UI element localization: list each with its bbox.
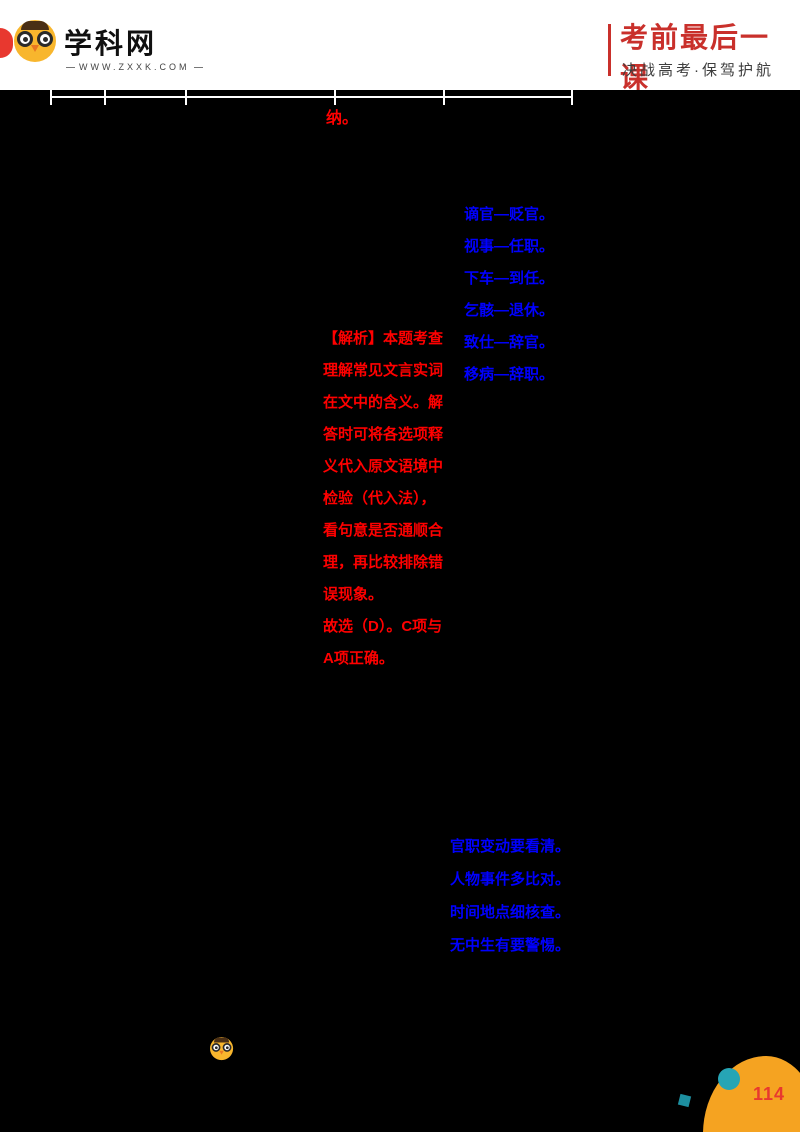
analysis-line: A项正确。 [323,650,394,667]
analysis-line: 理解常见文言实词 [323,362,444,379]
analysis-text-block: 【解析】本题考查 理解常见文言实词 在文中的含义。解 答时可将各选项释 义代入原… [323,323,443,675]
owl-eye-left [17,31,33,47]
owl-beak [31,45,39,52]
tips-note-line: 无中生有要警惕。 [450,937,571,954]
term-note-line: 移病—辞职。 [464,366,555,383]
page-number: 114 [753,1084,786,1104]
analysis-line: 故选（D）。C项与 [323,618,443,635]
table-column-divider [50,89,52,105]
table-column-divider [571,89,573,105]
table-top-border [50,96,573,98]
table-column-divider [334,89,336,105]
term-note-line: 乞骸—退休。 [464,302,555,319]
tips-note-line: 人物事件多比对。 [450,871,571,888]
brand-name: 学科网 [64,28,158,59]
tips-note-line: 官职变动要看清。 [450,838,571,855]
corner-blob-decoration [703,1056,800,1132]
analysis-line: 在文中的含义。解 [323,394,444,411]
owl-brow [213,1037,230,1043]
tips-notes-list: 官职变动要看清。 人物事件多比对。 时间地点细核查。 无中生有要警惕。 [450,830,570,962]
tips-note-line: 时间地点细核查。 [450,904,571,921]
banner-title: 考前最后一课 [620,23,771,94]
term-note-line: 视事—任职。 [464,238,555,255]
owl-brow [21,21,49,30]
table-column-divider [104,89,106,105]
banner-divider [608,24,611,76]
red-text-fragment: 纳。 [326,110,359,127]
term-note-line: 致仕—辞官。 [464,334,555,351]
owl-eye-left [211,1043,221,1052]
analysis-line: 义代入原文语境中 [323,458,444,475]
term-note-line: 谪官—贬官。 [464,206,555,223]
owl-mascot-icon [210,1037,234,1061]
corner-ribbon-icon [0,28,13,58]
term-notes-list: 谪官—贬官。 视事—任职。 下车—到任。 乞骸—退休。 致仕—辞官。 移病—辞职… [464,199,554,391]
owl-eye-right [37,31,53,47]
brand-url: WWW.ZXXK.COM [62,62,207,72]
teal-diamond-decoration [677,1093,692,1108]
analysis-line: 理，再比较排除错 [323,554,444,571]
owl-logo-icon [14,20,56,62]
table-column-divider [443,89,445,105]
owl-eye-right [222,1043,232,1052]
page-header: 学科网 WWW.ZXXK.COM 考前最后一课 决战高考·保驾护航 [0,0,800,94]
analysis-line: 看句意是否通顺合 [323,522,444,539]
owl-head [210,1037,234,1061]
analysis-line: 【解析】本题考查 [323,330,444,347]
term-note-line: 下车—到任。 [464,270,555,287]
analysis-line: 检验（代入法）， [323,490,436,507]
table-column-divider [185,89,187,105]
owl-beak [219,1050,224,1055]
teal-circle-decoration [718,1068,740,1090]
analysis-line: 误现象。 [323,586,384,603]
analysis-line: 答时可将各选项释 [323,426,444,443]
banner-subtitle: 决战高考·保驾护航 [622,62,774,79]
